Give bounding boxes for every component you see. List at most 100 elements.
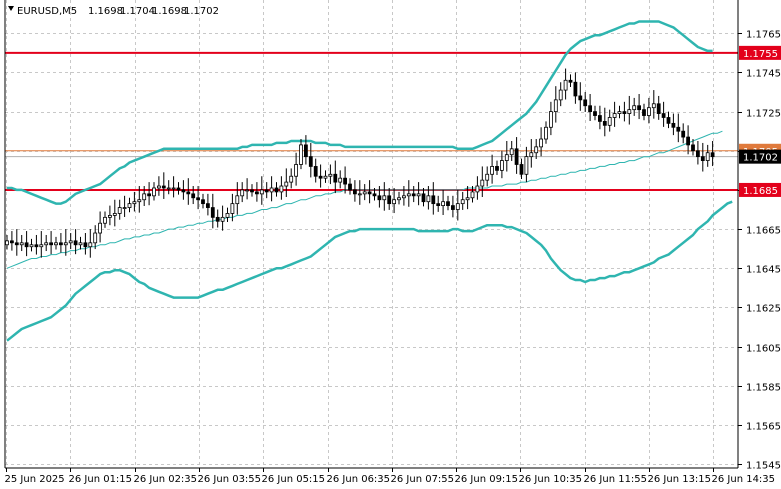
header-close: 1.1702 — [184, 6, 219, 17]
candle-body — [59, 242, 63, 246]
candle-body — [651, 103, 656, 109]
candle-body — [289, 175, 294, 183]
x-tick-label: 26 Jun 14:35 — [712, 474, 776, 485]
candle-body — [245, 189, 250, 192]
candle-body — [215, 216, 220, 222]
candle-body — [573, 81, 578, 97]
x-tick-label: 26 Jun 07:55 — [391, 474, 455, 485]
candle-body — [578, 95, 583, 101]
candle-body — [406, 193, 411, 197]
level-tag — [739, 45, 781, 60]
candle-body — [367, 191, 372, 195]
candle-body — [147, 193, 152, 197]
y-tick-label: 1.1725 — [746, 109, 781, 120]
candle-body — [382, 195, 387, 201]
candle-body — [681, 130, 686, 138]
y-tick-label: 1.1765 — [746, 30, 781, 41]
collapse-triangle-icon[interactable] — [8, 6, 14, 11]
grid — [5, 0, 738, 468]
candle-body — [54, 242, 58, 246]
candle-body — [328, 173, 333, 177]
candle-body — [201, 199, 205, 205]
candle-body — [112, 213, 117, 216]
candle-body — [98, 222, 102, 234]
candle-body — [509, 148, 514, 156]
candle-body — [642, 109, 646, 116]
candle-body — [299, 144, 303, 165]
candle-body — [588, 105, 592, 113]
candle-body — [700, 156, 705, 161]
candle-body — [29, 244, 34, 248]
candle-body — [210, 207, 215, 218]
candle-body — [259, 189, 264, 195]
candle-body — [627, 109, 632, 114]
x-tick-label: 26 Jun 02:35 — [134, 474, 198, 485]
candle-body — [127, 203, 132, 208]
candle-body — [519, 164, 524, 175]
x-tick-label: 26 Jun 06:35 — [327, 474, 391, 485]
x-tick-label: 26 Jun 10:35 — [519, 474, 583, 485]
candle-body — [108, 214, 112, 218]
candle-body — [357, 193, 362, 196]
candle-body — [480, 179, 485, 187]
candle-body — [705, 152, 710, 161]
candle-body — [156, 185, 161, 189]
candle-body — [220, 216, 225, 222]
candle-body — [103, 216, 107, 224]
candle-body — [83, 242, 88, 248]
candle-body — [514, 148, 519, 165]
candle-body — [426, 195, 431, 203]
y-tick-label: 1.1605 — [746, 344, 781, 355]
candle-body — [455, 203, 460, 210]
candle-body — [264, 189, 269, 193]
candle-body — [558, 89, 563, 101]
x-tick-label: 26 Jun 13:15 — [648, 474, 712, 485]
candle-body — [607, 117, 612, 126]
candle-body — [475, 185, 480, 193]
y-tick-label: 1.1625 — [746, 304, 781, 315]
time-axis: 25 Jun 2025 26 Jun 01:15 26 Jun 02:35 26 Ju… — [5, 468, 776, 485]
candle-body — [338, 177, 343, 183]
candle-body — [656, 103, 661, 114]
y-tick-label: 1.1665 — [746, 226, 781, 237]
candle-body — [666, 117, 671, 124]
candle-body — [78, 242, 83, 246]
candle-body — [117, 207, 122, 214]
current-price-tag — [739, 149, 781, 164]
candle-body — [235, 195, 240, 205]
x-tick-label: 25 Jun 2025 — [5, 474, 65, 485]
candle-body — [470, 191, 475, 199]
candle-body — [279, 185, 284, 193]
candle-body — [377, 195, 382, 201]
candle-body — [294, 164, 299, 177]
candle-body — [132, 201, 137, 205]
candle-body — [441, 201, 446, 207]
candle-body — [171, 187, 176, 190]
candle-body — [549, 111, 553, 128]
candle-body — [161, 185, 166, 189]
candle-body — [34, 244, 39, 248]
candle-body — [181, 189, 186, 193]
x-tick-label: 26 Jun 05:15 — [262, 474, 326, 485]
candle-body — [602, 121, 607, 126]
candle-body — [269, 187, 274, 193]
candle-body — [176, 187, 181, 191]
candle-body — [88, 242, 93, 248]
header-low: 1.1698 — [152, 6, 187, 17]
candle-body — [637, 105, 641, 111]
candle-body — [544, 126, 548, 140]
candle-body — [504, 154, 509, 161]
y-tick-label: 1.1565 — [746, 422, 781, 433]
candle-body — [529, 152, 534, 158]
bollinger-upper-line — [7, 20, 713, 205]
candle-body — [387, 195, 392, 205]
candle-body — [598, 115, 602, 122]
candle-body — [24, 242, 29, 248]
candle-body — [416, 193, 421, 197]
candle-body — [686, 136, 690, 146]
candle-body — [343, 177, 348, 185]
candle-body — [186, 191, 191, 195]
candle-body — [142, 193, 147, 201]
